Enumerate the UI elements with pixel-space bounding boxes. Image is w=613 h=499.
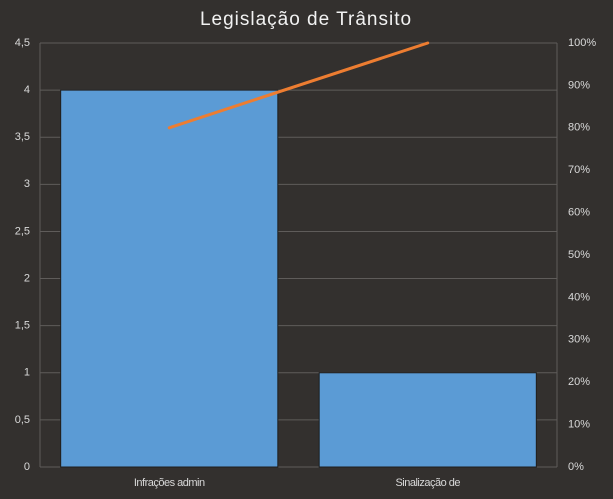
y-tick-label: 2 xyxy=(24,272,30,284)
y2-tick-label: 70% xyxy=(568,164,590,176)
line-series xyxy=(167,41,430,130)
y2-tick-label: 100% xyxy=(568,37,596,49)
x-tick-label: Sinalização de xyxy=(395,477,460,489)
y-tick-label: 0,5 xyxy=(15,414,30,426)
bar xyxy=(60,89,279,468)
y-tick-label: 3 xyxy=(24,178,30,190)
y2-tick-label: 30% xyxy=(568,334,590,346)
y2-tick-label: 50% xyxy=(568,249,590,261)
y2-tick-label: 20% xyxy=(568,376,590,388)
chart-title: Legislação de Trânsito xyxy=(200,9,412,30)
y2-tick-label: 90% xyxy=(568,79,590,91)
y-tick-label: 4 xyxy=(24,84,30,96)
y2-tick-label: 10% xyxy=(568,419,590,431)
y-tick-label: 4,5 xyxy=(15,37,30,49)
y-tick-label: 3,5 xyxy=(15,131,30,143)
y-tick-label: 0 xyxy=(24,461,30,473)
y-tick-label: 2,5 xyxy=(15,225,30,237)
y-tick-label: 1 xyxy=(24,367,30,379)
y2-tick-label: 0% xyxy=(568,461,584,473)
y2-tick-label: 40% xyxy=(568,291,590,303)
y2-tick-label: 80% xyxy=(568,122,590,134)
x-tick-label: Infrações admin xyxy=(134,477,205,489)
y-tick-label: 1,5 xyxy=(15,320,30,332)
y2-tick-label: 60% xyxy=(568,207,590,219)
bar xyxy=(318,372,537,468)
